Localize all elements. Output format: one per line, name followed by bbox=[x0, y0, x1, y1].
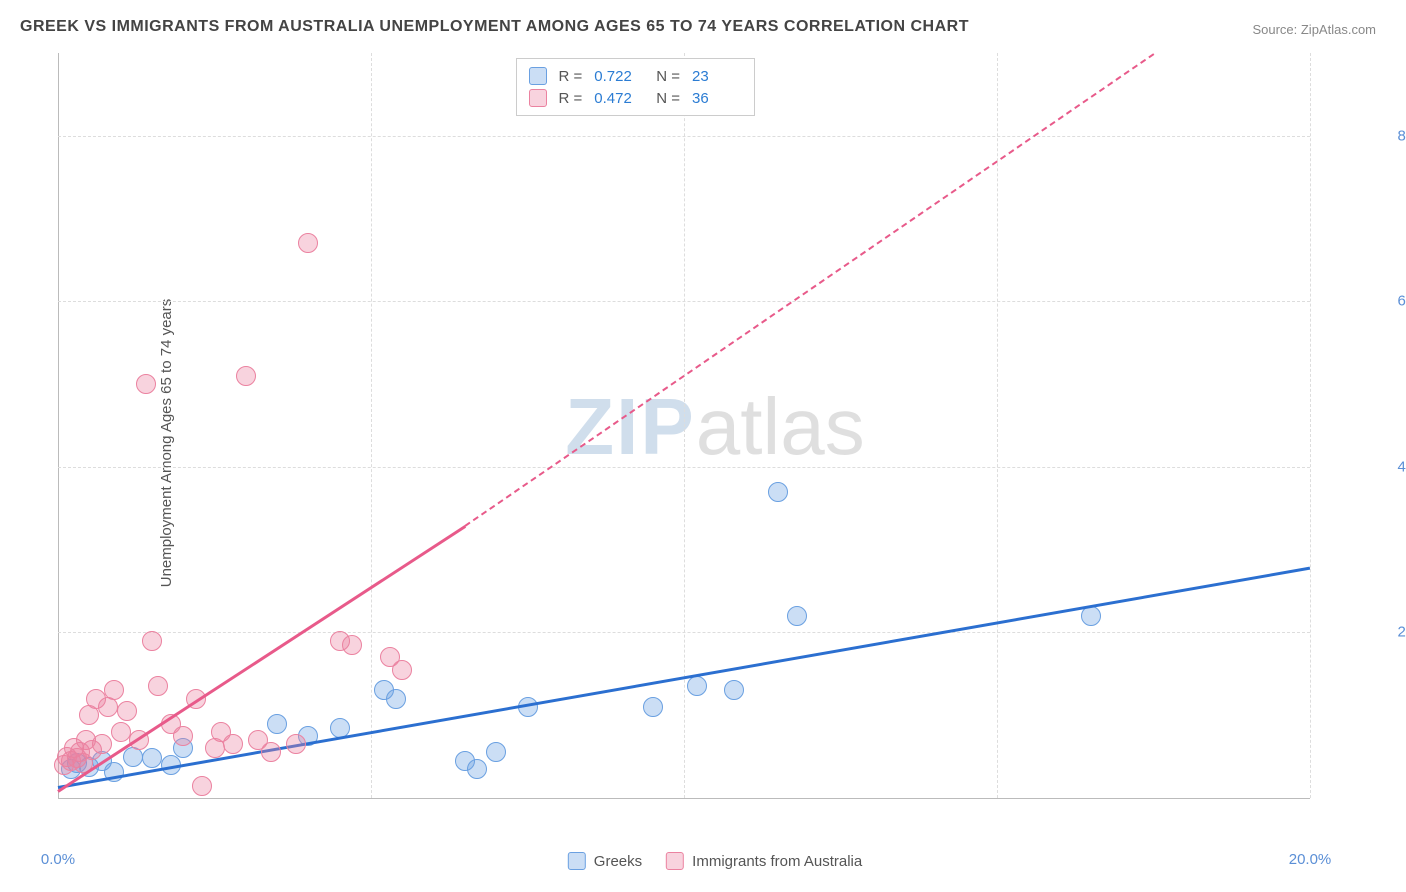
stat-r-label: R = bbox=[559, 68, 583, 85]
legend-label: Immigrants from Australia bbox=[692, 853, 862, 870]
legend-swatch bbox=[529, 89, 547, 107]
data-point bbox=[92, 734, 112, 754]
data-point bbox=[486, 742, 506, 762]
stat-n-value: 36 bbox=[692, 90, 742, 107]
stat-n-label: N = bbox=[656, 68, 680, 85]
gridline-v bbox=[371, 53, 372, 798]
gridline-v bbox=[997, 53, 998, 798]
data-point bbox=[236, 366, 256, 386]
gridline-v bbox=[684, 53, 685, 798]
data-point bbox=[687, 676, 707, 696]
trend-line-dash bbox=[464, 53, 1154, 526]
legend-swatch bbox=[568, 852, 586, 870]
watermark-zip: ZIP bbox=[565, 382, 695, 471]
x-tick-label: 20.0% bbox=[1289, 851, 1332, 868]
stats-legend-row: R = 0.472 N = 36 bbox=[529, 87, 743, 109]
data-point bbox=[643, 697, 663, 717]
y-tick-label: 40.0% bbox=[1397, 458, 1406, 475]
data-point bbox=[286, 734, 306, 754]
data-point bbox=[148, 676, 168, 696]
data-point bbox=[173, 726, 193, 746]
gridline-v bbox=[1310, 53, 1311, 798]
data-point bbox=[787, 606, 807, 626]
y-tick-label: 20.0% bbox=[1397, 624, 1406, 641]
data-point bbox=[223, 734, 243, 754]
data-point bbox=[467, 759, 487, 779]
source-label: Source: ZipAtlas.com bbox=[1252, 22, 1376, 37]
data-point bbox=[298, 233, 318, 253]
data-point bbox=[768, 482, 788, 502]
x-axis-line bbox=[58, 798, 1310, 799]
stats-legend: R = 0.722 N = 23 R = 0.472 N = 36 bbox=[516, 58, 756, 116]
data-point bbox=[117, 701, 137, 721]
bottom-legend-item: Immigrants from Australia bbox=[666, 852, 862, 870]
bottom-legend-item: Greeks bbox=[568, 852, 642, 870]
x-tick-label: 0.0% bbox=[41, 851, 75, 868]
data-point bbox=[192, 776, 212, 796]
stats-legend-row: R = 0.722 N = 23 bbox=[529, 65, 743, 87]
y-tick-label: 60.0% bbox=[1397, 293, 1406, 310]
data-point bbox=[392, 660, 412, 680]
data-point bbox=[142, 748, 162, 768]
chart-title: GREEK VS IMMIGRANTS FROM AUSTRALIA UNEMP… bbox=[20, 18, 969, 36]
data-point bbox=[724, 680, 744, 700]
stat-r-label: R = bbox=[559, 90, 583, 107]
stat-r-value: 0.722 bbox=[594, 68, 644, 85]
data-point bbox=[104, 680, 124, 700]
watermark-atlas: atlas bbox=[696, 382, 865, 471]
chart-area: Unemployment Among Ages 65 to 74 years Z… bbox=[50, 48, 1380, 838]
legend-label: Greeks bbox=[594, 853, 642, 870]
y-axis-line bbox=[58, 53, 59, 798]
stat-n-value: 23 bbox=[692, 68, 742, 85]
legend-swatch bbox=[666, 852, 684, 870]
data-point bbox=[342, 635, 362, 655]
stat-n-label: N = bbox=[656, 90, 680, 107]
y-tick-label: 80.0% bbox=[1397, 127, 1406, 144]
stat-r-value: 0.472 bbox=[594, 90, 644, 107]
data-point bbox=[267, 714, 287, 734]
data-point bbox=[136, 374, 156, 394]
legend-swatch bbox=[529, 67, 547, 85]
data-point bbox=[111, 722, 131, 742]
data-point bbox=[142, 631, 162, 651]
bottom-legend: Greeks Immigrants from Australia bbox=[568, 852, 862, 870]
data-point bbox=[386, 689, 406, 709]
plot-region: ZIPatlas 20.0%40.0%60.0%80.0%0.0%20.0% bbox=[50, 48, 1380, 838]
data-point bbox=[261, 742, 281, 762]
